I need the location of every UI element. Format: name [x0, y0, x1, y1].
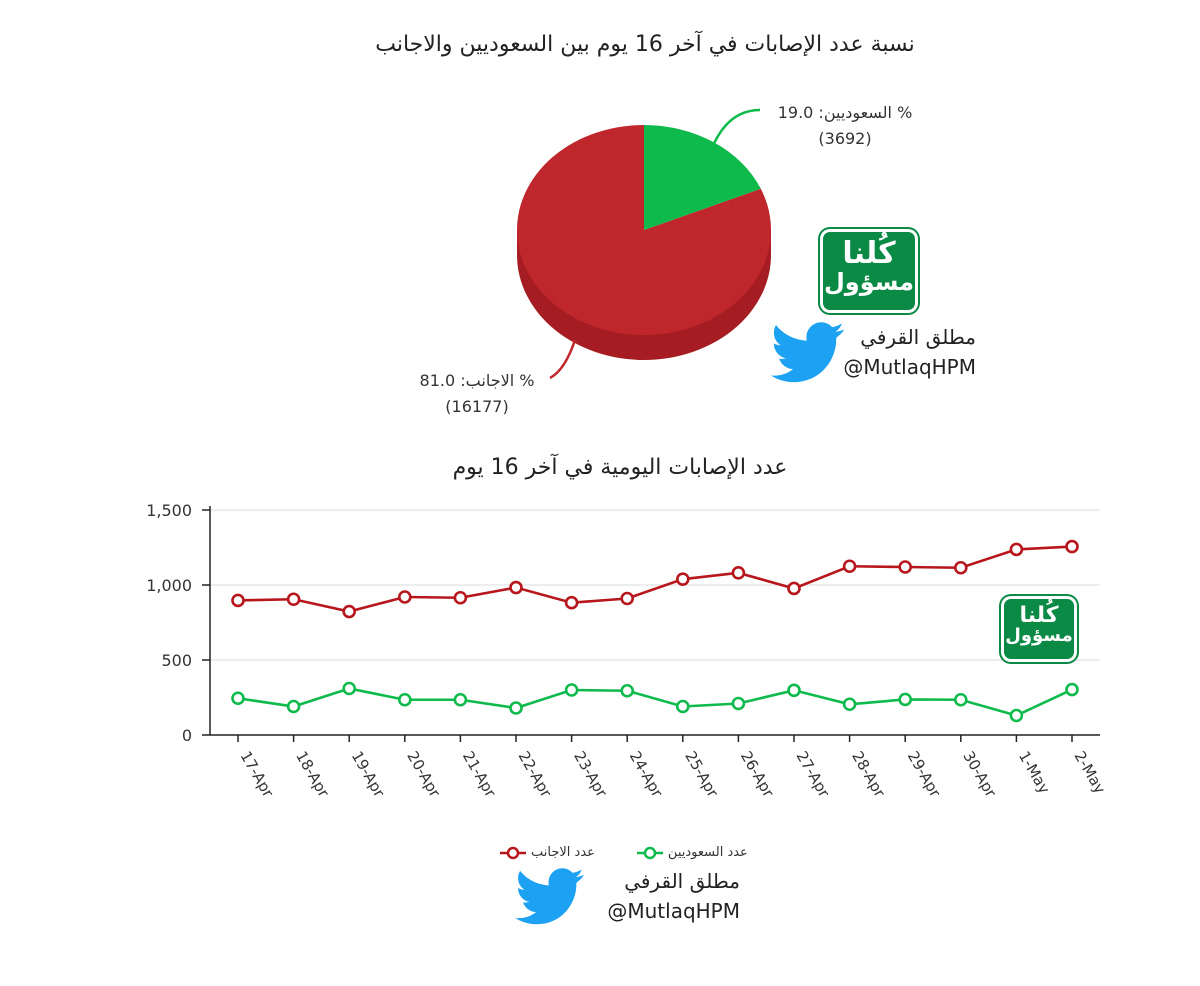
x-tick-label: 23-Apr — [570, 748, 611, 801]
pie-label-saudi: % السعوديين: 19.0 (3692) — [760, 100, 930, 152]
y-tick-label: 500 — [161, 651, 192, 670]
data-point-foreign — [453, 590, 468, 605]
x-tick-label: 25-Apr — [681, 748, 722, 801]
saudi-count-label: (3692) — [818, 129, 872, 148]
x-tick-label: 22-Apr — [515, 748, 556, 801]
legend-marker-foreign — [500, 846, 526, 859]
data-point-foreign — [1009, 542, 1024, 557]
data-point-foreign — [286, 592, 301, 607]
foreign-count-label: (16177) — [445, 397, 509, 416]
x-tick-label: 21-Apr — [459, 748, 500, 801]
line-chart-title: عدد الإصابات اليومية في آخر 16 يوم — [452, 455, 788, 480]
data-point-foreign — [231, 593, 245, 608]
credit-handle: @MutlaqHPM — [607, 899, 740, 923]
data-point-foreign — [397, 590, 412, 604]
kulna-masool-logo: كُلنا مسؤول — [823, 232, 915, 310]
x-tick-label: 2-May — [1071, 748, 1110, 797]
data-point-saudi — [397, 692, 412, 707]
data-point-saudi — [564, 683, 579, 697]
data-point-saudi — [1065, 682, 1079, 697]
x-tick-label: 24-Apr — [626, 748, 667, 801]
legend-label-saudi: عدد السعوديين — [667, 845, 748, 860]
logo-line1: كُلنا — [842, 236, 896, 271]
credit-name: مطلق القرفي — [624, 869, 740, 893]
data-point-foreign — [731, 566, 746, 580]
data-point-foreign — [509, 580, 523, 595]
x-tick-label: 29-Apr — [904, 748, 945, 801]
credit-name: مطلق القرفي — [860, 325, 976, 349]
data-point-saudi — [898, 692, 913, 707]
data-point-saudi — [286, 699, 301, 714]
legend-item-foreign: عدد الاجانب — [500, 845, 595, 860]
data-point-saudi — [620, 683, 635, 698]
legend-item-saudi: عدد السعوديين — [636, 845, 748, 860]
logo-line2: مسؤول — [823, 267, 915, 296]
x-tick-label: 18-Apr — [292, 748, 333, 801]
credit-block-top: مطلق القرفي @MutlaqHPM — [840, 322, 976, 382]
series-line-foreign — [237, 545, 1073, 613]
data-point-saudi — [509, 701, 523, 715]
pie-slice-saudi — [644, 125, 761, 230]
x-tick-label: 27-Apr — [793, 748, 834, 801]
data-point-saudi — [675, 699, 690, 714]
data-point-foreign — [675, 572, 690, 586]
data-point-foreign — [342, 604, 357, 619]
data-point-saudi — [231, 691, 245, 706]
legend-label-foreign: عدد الاجانب — [531, 845, 595, 860]
data-point-foreign — [1065, 539, 1079, 554]
data-point-saudi — [342, 681, 357, 696]
twitter-bird-icon — [770, 322, 844, 383]
data-point-foreign — [842, 559, 857, 574]
series-line-saudi — [237, 687, 1073, 717]
credit-handle: @MutlaqHPM — [843, 355, 976, 379]
kulna-masool-logo-chart: كُلنا مسؤول — [1004, 599, 1074, 659]
data-point-foreign — [953, 560, 968, 575]
line-chart: 0 500 1,000 1,500 17-Apr 18-Apr 19-Apr 20-Apr 2… — [146, 501, 1110, 801]
data-point-saudi — [953, 692, 968, 707]
data-point-saudi — [453, 692, 468, 707]
logo-line2: مسؤول — [1005, 625, 1073, 647]
legend: عدد الاجانب عدد السعوديين — [500, 845, 748, 860]
x-tick-label: 17-Apr — [237, 748, 278, 801]
x-tick-label: 20-Apr — [403, 748, 444, 801]
data-point-saudi — [787, 683, 801, 698]
x-tick-label: 19-Apr — [348, 748, 389, 801]
data-point-saudi — [842, 697, 857, 712]
saudi-leader-line — [710, 108, 761, 149]
y-tick-label: 0 — [182, 726, 192, 745]
data-point-saudi — [1009, 708, 1024, 723]
data-point-foreign — [564, 595, 579, 610]
y-tick-label: 1,500 — [146, 501, 192, 520]
data-point-foreign — [620, 591, 635, 606]
data-point-foreign — [787, 581, 801, 596]
y-tick-label: 1,000 — [146, 576, 192, 595]
x-tick-label: 28-Apr — [848, 748, 889, 801]
pie-chart — [517, 108, 771, 380]
foreign-leader-line — [549, 339, 577, 380]
foreign-percent-label: % الاجانب: 81.0 — [419, 371, 535, 390]
pie-chart-title: نسبة عدد الإصابات في آخر 16 يوم بين السع… — [375, 32, 915, 57]
saudi-percent-label: % السعوديين: 19.0 — [777, 103, 913, 122]
x-tick-label: 30-Apr — [959, 748, 1000, 801]
legend-marker-saudi — [636, 846, 663, 859]
x-tick-label: 26-Apr — [737, 748, 778, 801]
data-point-saudi — [731, 696, 746, 711]
logo-line1: كُلنا — [1019, 603, 1059, 628]
twitter-bird-icon-bottom — [515, 868, 584, 925]
data-point-foreign — [898, 560, 913, 574]
x-tick-label: 1-May — [1015, 748, 1054, 797]
pie-label-foreign: % الاجانب: 81.0 (16177) — [392, 368, 562, 420]
credit-block-bottom: مطلق القرفي @MutlaqHPM — [590, 866, 740, 926]
